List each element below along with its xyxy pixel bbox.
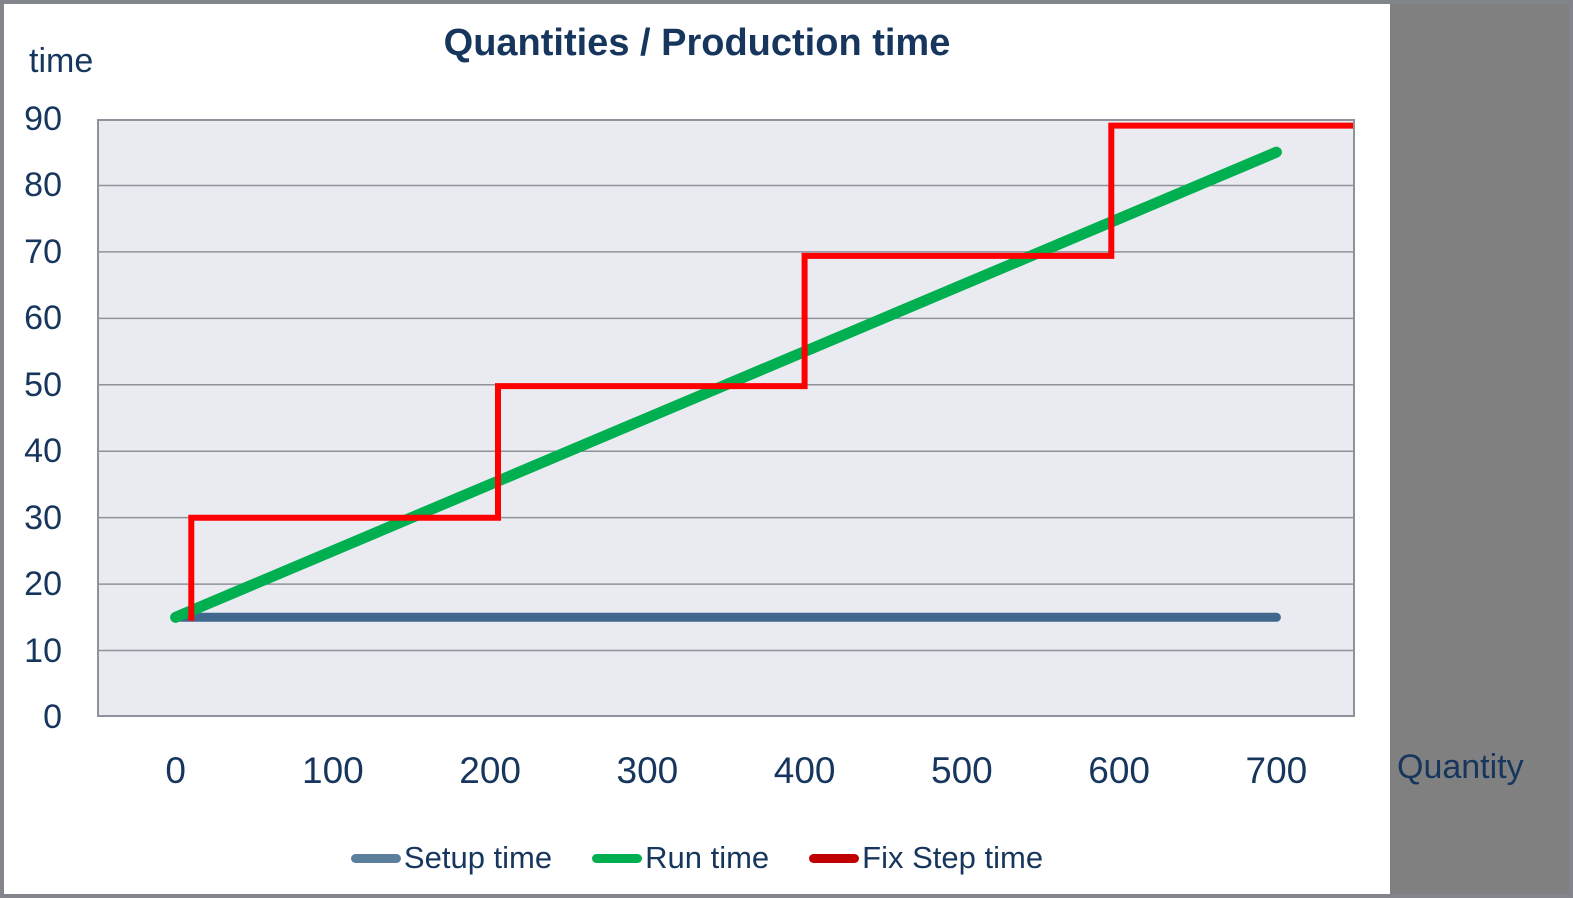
side-panel — [1390, 4, 1569, 894]
x-tick-label: 700 — [1245, 750, 1308, 791]
series-line-fix-step-time — [188, 122, 1355, 621]
legend: Setup time Run time Fix Step time — [4, 834, 1390, 882]
y-tick-label: 90 — [24, 100, 62, 138]
x-tick-label: 200 — [459, 750, 521, 791]
plot-area — [97, 119, 1355, 717]
legend-swatch-icon — [809, 853, 860, 863]
legend-item-fix-step-time: Fix Step time — [809, 840, 1043, 876]
legend-swatch-icon — [592, 853, 643, 863]
x-axis-title: Quantity — [1397, 748, 1524, 786]
x-tick-label: 300 — [616, 750, 679, 791]
x-tick-label: 0 — [165, 750, 186, 791]
y-tick-label: 50 — [24, 365, 62, 404]
y-tick-label: 40 — [24, 432, 62, 471]
x-tick-label: 100 — [302, 750, 364, 791]
y-tick-label: 20 — [24, 565, 62, 604]
x-tick-label: 500 — [931, 750, 993, 791]
plot-background — [97, 119, 1355, 717]
y-tick-label: 10 — [24, 631, 62, 670]
chart-title: Quantities / Production time — [443, 22, 951, 64]
legend-label: Fix Step time — [862, 840, 1044, 875]
legend-item-setup-time: Setup time — [350, 840, 553, 876]
legend-label: Run time — [645, 840, 770, 875]
legend-label: Setup time — [403, 840, 553, 875]
y-tick-label: 70 — [24, 232, 62, 271]
plot-border — [97, 119, 1355, 717]
y-tick-label: 80 — [24, 166, 62, 205]
y-tick-label: 0 — [43, 698, 62, 736]
y-tick-label: 60 — [24, 299, 62, 338]
y-tick-label: 30 — [24, 498, 62, 537]
y-axis-title: time — [29, 42, 94, 80]
legend-item-run-time: Run time — [592, 840, 769, 876]
legend-swatch-icon — [350, 853, 401, 863]
x-tick-label: 600 — [1088, 750, 1150, 791]
x-tick-label: 400 — [773, 750, 836, 791]
